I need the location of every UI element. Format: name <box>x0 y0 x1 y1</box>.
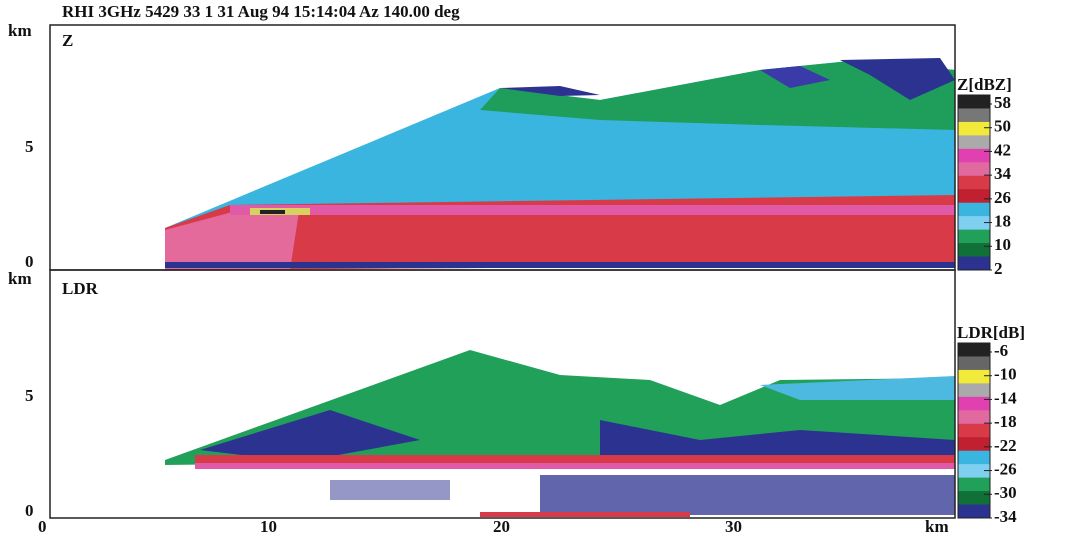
colorbar-swatch <box>958 135 990 150</box>
colorbar-swatch <box>958 383 990 398</box>
colorbar-swatch <box>958 216 990 231</box>
x-tick-label: 0 <box>38 517 47 536</box>
y-unit: km <box>8 21 32 40</box>
colorbar-label: -22 <box>994 436 1017 455</box>
colorbar-label: -34 <box>994 507 1017 526</box>
colorbar-frame <box>957 342 991 519</box>
colorbar-swatch <box>958 95 990 109</box>
colorbars: 58 50 42 34 26 18 10 2 -6 -10 -14 -18 -22 -26 -30 -34 <box>957 93 1017 526</box>
colorbar-swatch <box>958 202 990 217</box>
y-unit: km <box>8 269 32 288</box>
colorbar-swatch <box>958 464 990 479</box>
x-unit: km <box>925 517 949 536</box>
colorbar-frame <box>957 94 991 271</box>
colorbar-swatch <box>958 396 990 411</box>
colorbar-swatch <box>958 369 990 384</box>
colorbar-label: 18 <box>994 211 1011 230</box>
colorbar-label: 42 <box>994 140 1011 159</box>
colorbar-swatch <box>958 162 990 177</box>
colorbar-label: 50 <box>994 117 1011 136</box>
colorbar-label: -14 <box>994 388 1017 407</box>
colorbar-swatch <box>958 148 990 163</box>
colorbar-swatch <box>958 423 990 438</box>
colorbar-title: Z[dBZ] <box>957 75 1012 94</box>
ldr-field <box>160 350 955 517</box>
panel-label: LDR <box>62 279 99 298</box>
colorbar-label: 34 <box>994 164 1012 183</box>
colorbar-swatch <box>958 175 990 190</box>
colorbar-swatch <box>958 504 990 519</box>
y-tick-label: 5 <box>25 137 34 156</box>
figure-title: RHI 3GHz 5429 33 1 31 Aug 94 15:14:04 Az… <box>62 2 460 21</box>
colorbar-label: 58 <box>994 93 1011 112</box>
colorbar-swatch <box>958 410 990 425</box>
x-tick-label: 10 <box>260 517 277 536</box>
colorbar-swatch <box>958 343 990 357</box>
colorbar-swatch <box>958 450 990 465</box>
colorbar-title: LDR[dB] <box>957 323 1025 342</box>
ldr-frame <box>49 269 956 519</box>
y-tick-label: 0 <box>25 252 34 271</box>
colorbar-label: 2 <box>994 259 1003 278</box>
colorbar-label: 26 <box>994 188 1011 207</box>
colorbar-label: -18 <box>994 412 1017 431</box>
x-tick-label: 20 <box>493 517 510 536</box>
colorbar-swatch <box>958 229 990 244</box>
colorbar-swatch <box>958 121 990 136</box>
colorbar-swatch <box>958 189 990 204</box>
colorbar-label: -6 <box>994 341 1008 360</box>
colorbar-swatch <box>958 356 990 371</box>
colorbar-swatch <box>958 477 990 492</box>
colorbar-swatch <box>958 108 990 123</box>
colorbar-swatch <box>958 243 990 258</box>
colorbar-swatch <box>958 256 990 271</box>
colorbar-label: 10 <box>994 235 1011 254</box>
colorbar-swatch <box>958 491 990 506</box>
z-field <box>165 58 955 270</box>
colorbar-label: -10 <box>994 365 1017 384</box>
y-tick-label: 5 <box>25 386 34 405</box>
colorbar-swatch <box>958 437 990 452</box>
panel-label: Z <box>62 31 73 50</box>
colorbar-label: -26 <box>994 459 1017 478</box>
colorbar-label: -30 <box>994 483 1017 502</box>
x-tick-label: 30 <box>725 517 742 536</box>
y-tick-label: 0 <box>25 501 34 520</box>
